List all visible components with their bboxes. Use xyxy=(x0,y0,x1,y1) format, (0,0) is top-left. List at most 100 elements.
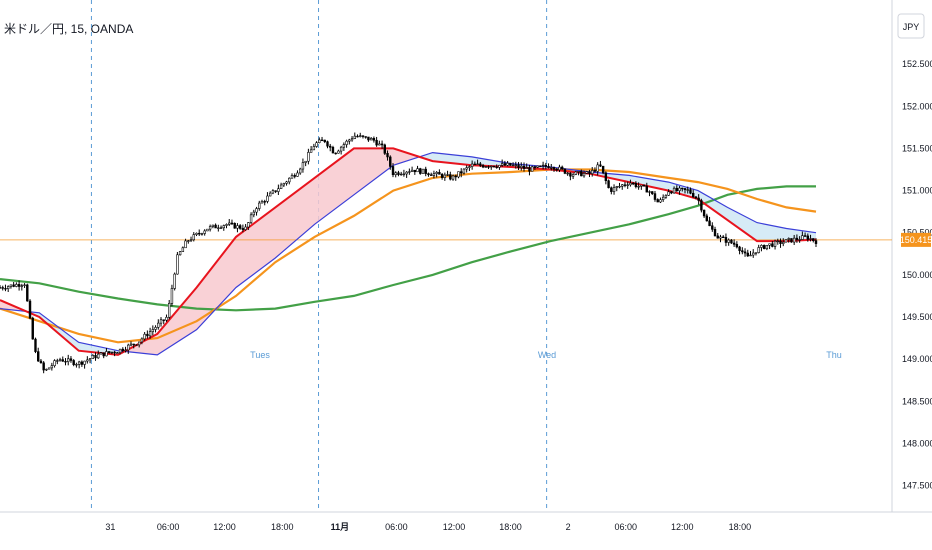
candle-body xyxy=(558,166,561,171)
candle-body xyxy=(315,142,318,147)
candle-body xyxy=(236,225,239,229)
x-tick-label: 06:00 xyxy=(157,522,180,532)
candle-body xyxy=(757,247,760,253)
candle-body xyxy=(94,354,97,359)
candle-body xyxy=(541,164,545,167)
candle-body xyxy=(539,165,542,168)
candle-body xyxy=(612,187,616,192)
candle-body xyxy=(787,238,790,240)
x-tick-label: 06:00 xyxy=(385,522,408,532)
candle-body xyxy=(664,194,668,198)
candle-body xyxy=(462,168,466,174)
candle-body xyxy=(367,136,370,141)
candle-body xyxy=(61,359,64,362)
session-label: Tues xyxy=(250,350,270,360)
candle-body xyxy=(530,166,534,172)
candle-body xyxy=(661,196,665,200)
candle-body xyxy=(610,187,613,192)
candle-body xyxy=(140,338,144,343)
candle-body xyxy=(792,237,796,243)
candle-body xyxy=(47,367,51,370)
candle-body xyxy=(812,238,815,241)
candle-body xyxy=(465,167,468,170)
candle-body xyxy=(326,141,329,147)
candle-body xyxy=(45,368,48,371)
candle-body xyxy=(498,164,501,168)
candle-body xyxy=(514,164,517,166)
candle-body xyxy=(372,138,376,141)
candle-body xyxy=(58,359,62,361)
candle-body xyxy=(601,165,605,174)
candle-body xyxy=(782,241,785,244)
y-tick-label: 152.000 xyxy=(902,101,932,111)
candle-body xyxy=(244,226,247,230)
candle-body xyxy=(560,166,564,170)
candle-body xyxy=(124,349,127,352)
candle-body xyxy=(69,358,73,361)
candle-body xyxy=(389,156,392,167)
candle-body xyxy=(165,316,168,321)
candle-body xyxy=(217,227,220,229)
candle-body xyxy=(672,187,676,194)
candle-body xyxy=(653,193,657,200)
candle-body xyxy=(391,166,395,176)
candle-body xyxy=(143,333,146,340)
candle-body xyxy=(416,168,419,173)
x-tick-label: 18:00 xyxy=(499,522,522,532)
candle-body xyxy=(713,229,717,237)
y-tick-label: 148.000 xyxy=(902,438,932,448)
candle-body xyxy=(214,224,217,229)
candle-body xyxy=(39,360,43,364)
candle-body xyxy=(337,150,340,154)
candle-body xyxy=(173,273,176,289)
candle-body xyxy=(168,303,171,318)
ema-cloud-fill xyxy=(422,152,816,242)
candle-body xyxy=(121,348,125,351)
candle-body xyxy=(803,235,807,237)
candle-body xyxy=(533,166,537,168)
candle-body xyxy=(102,352,105,357)
candle-body xyxy=(159,319,163,324)
candle-body xyxy=(42,362,45,371)
candle-body xyxy=(479,163,482,166)
y-tick-label: 149.000 xyxy=(902,354,932,364)
candle-body xyxy=(178,251,182,256)
candle-body xyxy=(440,174,444,178)
y-tick-label: 148.500 xyxy=(902,396,932,406)
candle-body xyxy=(399,173,403,176)
candle-body xyxy=(176,254,179,275)
candle-body xyxy=(708,220,711,227)
candle-body xyxy=(544,164,548,167)
currency-badge xyxy=(897,13,925,39)
candle-body xyxy=(626,184,629,186)
candle-body xyxy=(585,171,588,174)
candle-body xyxy=(470,163,474,167)
candle-body xyxy=(222,225,225,229)
candle-body xyxy=(397,172,400,175)
candle-body xyxy=(670,191,673,194)
candle-body xyxy=(773,240,777,247)
candle-body xyxy=(279,184,283,189)
candle-body xyxy=(719,236,722,239)
candle-body xyxy=(547,166,550,169)
candle-body xyxy=(268,192,272,197)
candle-body xyxy=(342,144,346,148)
y-tick-label: 150.000 xyxy=(902,270,932,280)
candle-body xyxy=(53,360,56,367)
candle-body xyxy=(634,182,638,187)
y-tick-label: 151.500 xyxy=(902,143,932,153)
candle-body xyxy=(206,228,209,232)
candle-body xyxy=(517,164,520,168)
candle-body xyxy=(691,192,695,198)
x-tick-label: 12:00 xyxy=(443,522,466,532)
candle-body xyxy=(86,359,89,362)
candle-body xyxy=(189,239,193,242)
candle-body xyxy=(97,353,100,359)
candle-body xyxy=(623,184,627,186)
session-label: Thu xyxy=(826,350,842,360)
candle-body xyxy=(621,184,624,187)
candle-body xyxy=(571,174,575,177)
candle-body xyxy=(768,243,771,246)
candle-body xyxy=(490,165,493,168)
